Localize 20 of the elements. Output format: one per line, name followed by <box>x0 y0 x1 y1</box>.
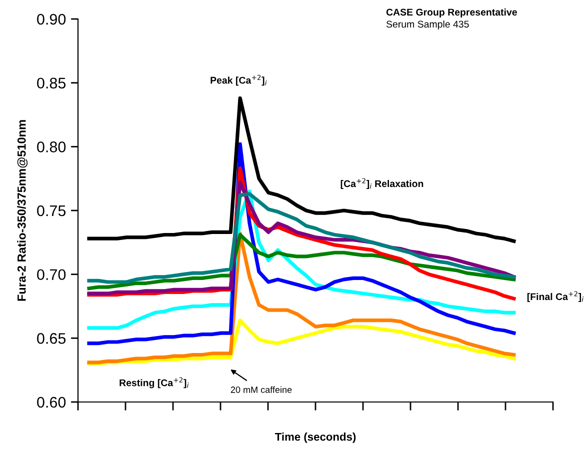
y-tick-label: 0.80 <box>37 142 66 152</box>
annotation: Resting [Ca$^{+2}$]$_{i}$ <box>120 377 189 388</box>
line-series <box>87 232 516 364</box>
x-axis-title: Time (seconds) <box>274 432 356 443</box>
y-tick-label: 0.85 <box>37 78 66 89</box>
y-tick-label: 0.65 <box>37 333 66 344</box>
text: [Final Ca$^{+2}$]$_{i}$ <box>527 291 584 302</box>
annotation: [Ca$^{+2}$]$_{i}$ Relaxation <box>340 178 424 190</box>
annotation: 20 mM caffeine <box>230 386 292 393</box>
y-tick-label: 0.90 <box>37 14 66 25</box>
y-tick-label: 0.75 <box>37 205 66 216</box>
annotation: Peak [Ca$^{+2}$]$_{i}$ <box>210 74 267 86</box>
line-series <box>87 192 516 284</box>
y-tick-label: 0.70 <box>37 269 66 280</box>
chart-title: CASE Group Representative <box>386 8 517 18</box>
line-series <box>87 96 516 243</box>
y-axis-title: Fura-2 Ratio-350/375nm@510nm <box>17 120 28 301</box>
line-series <box>87 232 516 290</box>
y-tick-label: 0.60 <box>37 396 66 408</box>
chart-subtitle: Serum Sample 435 <box>386 20 469 30</box>
